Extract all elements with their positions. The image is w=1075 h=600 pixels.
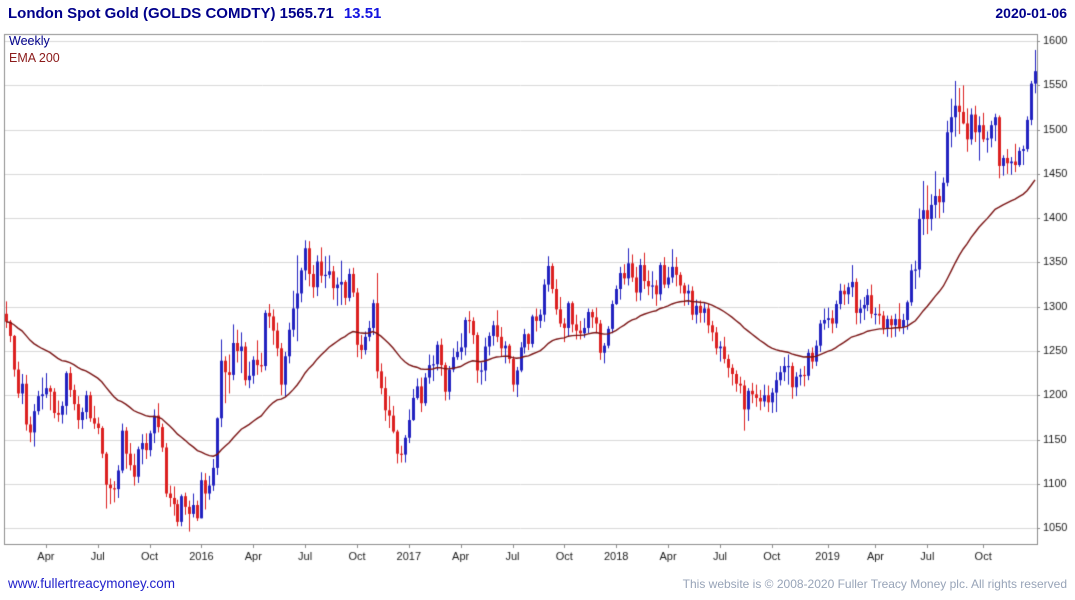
chart-area: Weekly EMA 200 [0,26,1075,570]
footer: www.fullertreacymoney.com This website i… [0,570,1075,591]
chart-header: London Spot Gold (GOLDS COMDTY) 1565.71 1… [0,0,1075,26]
ema-legend-label: EMA 200 [9,51,60,65]
chart-date: 2020-01-06 [995,5,1067,21]
price-change: 13.51 [343,5,382,22]
copyright-text: This website is © 2008-2020 Fuller Treac… [682,576,1067,591]
timeframe-label: Weekly [9,34,50,48]
page-title: London Spot Gold (GOLDS COMDTY) 1565.71 [8,5,334,22]
candlestick-chart[interactable] [0,26,1075,570]
title-group: London Spot Gold (GOLDS COMDTY) 1565.71 1… [8,5,381,23]
site-link[interactable]: www.fullertreacymoney.com [8,576,176,591]
